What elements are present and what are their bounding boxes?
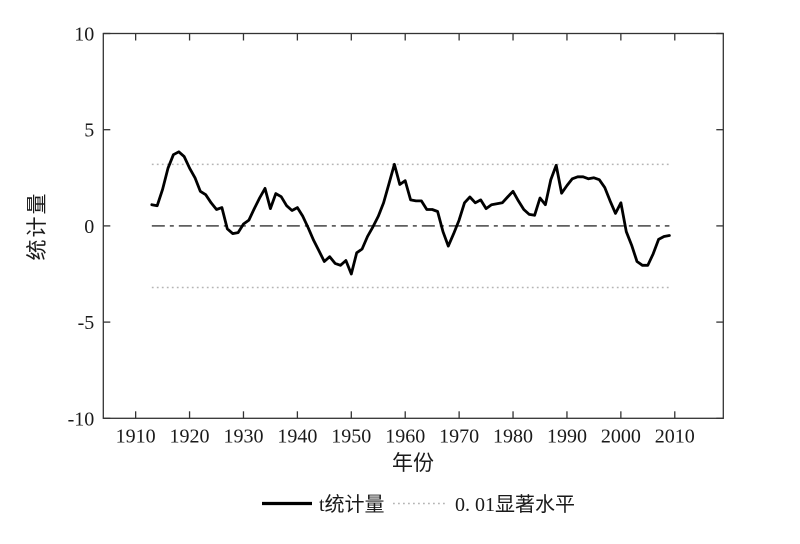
legend: t统计量 0. 01显著水平 [262,493,575,516]
y-axis-title: 统计量 [25,192,49,261]
legend-item-t-stat: t统计量 [262,493,385,516]
x-tick-label-1960: 1960 [385,425,425,447]
y-tick-label--10: -10 [68,408,95,430]
x-tick-label-1920: 1920 [170,425,210,447]
x-tick-label-1940: 1940 [277,425,317,447]
x-axis-title: 年份 [392,451,434,475]
x-tick-label-2000: 2000 [601,425,641,447]
x-tick-label-1990: 1990 [547,425,587,447]
y-tick-label-0: 0 [84,216,94,238]
plot-area: 1910 1920 1930 1940 1950 1960 1970 1980 1990 2000… [68,24,724,447]
y-tick-label-10: 10 [74,24,94,46]
x-tick-label-1930: 1930 [223,425,263,447]
t-statistic-line [150,150,671,276]
x-tick-label-1910: 1910 [116,425,156,447]
legend-label-significance: 0. 01显著水平 [455,493,575,516]
x-tick-label-1950: 1950 [331,425,371,447]
x-tick-label-2010: 2010 [655,425,695,447]
y-tick-label-5: 5 [84,120,94,142]
x-tick-label-1980: 1980 [493,425,533,447]
x-tick-label-1970: 1970 [439,425,479,447]
legend-label-t-stat: t统计量 [319,493,385,516]
y-tick-label--5: -5 [78,312,95,334]
legend-item-significance: 0. 01显著水平 [393,493,575,516]
